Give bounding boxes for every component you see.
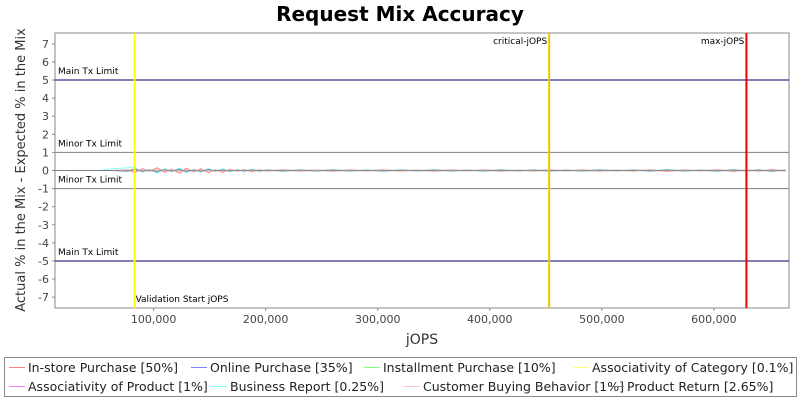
y-tick-label: 0 [42,165,49,178]
x-tick-label: 300,000 [355,313,401,326]
legend-label: In-store Purchase [50%] [28,360,178,375]
x-tick-label: 200,000 [243,313,289,326]
x-tick-label: 600,000 [691,313,737,326]
x-tick-label: 400,000 [467,313,513,326]
y-tick-label: -7 [38,291,49,304]
y-tick-label: 4 [42,92,49,105]
y-tick-label: 3 [42,110,49,123]
x-tick-label: 500,000 [579,313,625,326]
y-tick-label: -5 [38,255,49,268]
legend-item: Associativity of Category [0.1%] [573,359,793,377]
legend-swatch [9,386,25,387]
x-tick-label: 100,000 [131,313,177,326]
y-tick-label: 1 [42,146,49,159]
marker-line-label: critical-jOPS [493,37,547,47]
limit-line-label: Main Tx Limit [58,248,119,258]
y-tick-label: -2 [38,201,49,214]
y-tick-label: 6 [42,56,49,69]
chart-title: Request Mix Accuracy [276,2,524,26]
legend-swatch [608,386,624,387]
legend-item: Business Report [0.25%] [211,378,384,396]
legend-label: Online Purchase [35%] [210,360,353,375]
y-tick-label: 2 [42,128,49,141]
legend-item: Associativity of Product [1%] [9,378,208,396]
legend-item: Product Return [2.65%] [608,378,773,396]
legend-item: Online Purchase [35%] [191,359,353,377]
legend-swatch [211,386,227,387]
legend-row: Associativity of Product [1%] Business Re… [5,378,796,396]
y-axis-label: Actual % in the Mix - Expected % in the … [14,28,29,312]
y-tick-label: -4 [38,237,49,250]
legend-label: Installment Purchase [10%] [383,360,556,375]
legend-item: Installment Purchase [10%] [364,359,556,377]
legend-row: In-store Purchase [50%] Online Purchase [… [5,359,796,377]
y-tick-label: -3 [38,219,49,232]
legend-swatch [404,386,420,387]
legend: In-store Purchase [50%] Online Purchase [… [4,357,797,397]
limit-lines: Main Tx Limit Minor Tx Limit Minor Tx Limi… [55,67,789,262]
legend-label: Associativity of Category [0.1%] [592,360,794,375]
legend-item: In-store Purchase [50%] [9,359,178,377]
legend-label: Associativity of Product [1%] [28,379,208,394]
y-tick-label: -6 [38,273,49,286]
legend-swatch [191,367,207,368]
legend-swatch [9,367,25,368]
series-layer [55,166,786,174]
x-axis: 100,000 200,000 300,000 400,000 500,000 600,0… [131,308,737,326]
legend-swatch [364,367,380,368]
marker-line-label: max-jOPS [701,37,745,47]
legend-label: Business Report [0.25%] [230,379,384,394]
y-tick-label: -1 [38,183,49,196]
y-axis: 7 6 5 4 3 2 1 0 -1 -2 -3 -4 -5 -6 -7 [38,38,55,304]
marker-lines: Validation Start jOPS critical-jOPS max-jO… [133,33,748,308]
marker-line-label: Validation Start jOPS [136,295,229,305]
legend-item: Customer Buying Behavior [1%] [404,378,624,396]
legend-label: Product Return [2.65%] [627,379,774,394]
y-tick-label: 5 [42,74,49,87]
legend-label: Customer Buying Behavior [1%] [423,379,624,394]
limit-line-label: Main Tx Limit [58,67,119,77]
limit-line-label: Minor Tx Limit [58,176,123,186]
y-tick-label: 7 [42,38,49,51]
limit-line-label: Minor Tx Limit [58,139,123,149]
series-line-8 [55,169,786,172]
legend-swatch [573,367,589,368]
x-axis-label: jOPS [405,332,438,348]
